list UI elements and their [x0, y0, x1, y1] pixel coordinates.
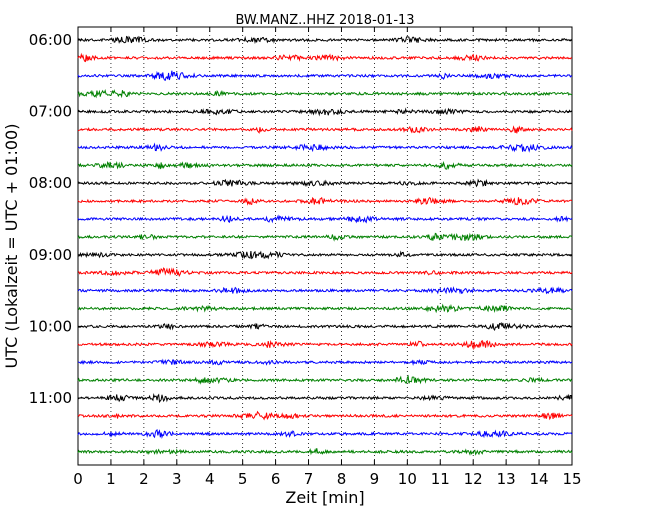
seismic-trace-row: [77, 267, 573, 277]
seismic-trace-row: [77, 89, 573, 99]
seismic-trace-row: [77, 35, 573, 45]
seismic-trace-row: [77, 52, 573, 63]
x-axis-label: Zeit [min]: [285, 488, 364, 507]
plot-area-frame: [77, 26, 573, 466]
x-tick-label: 15: [562, 470, 581, 488]
seismic-trace-row: [77, 232, 573, 242]
seismic-trace-row: [77, 178, 573, 188]
x-tick-label: 2: [139, 470, 149, 488]
seismic-trace-row: [77, 392, 573, 404]
y-tick-label: 09:00: [29, 246, 72, 264]
x-tick-label: 1: [106, 470, 116, 488]
seismic-trace-row: [77, 107, 573, 117]
seismic-trace-row: [77, 214, 573, 224]
y-tick-label: 10:00: [29, 317, 72, 335]
x-tick-label: 5: [238, 470, 248, 488]
y-tick-label: 06:00: [29, 31, 72, 49]
y-axis-ticks: 06:00 07:00 08:00 09:00 10:00 11:00: [29, 31, 572, 407]
x-tick-label: 8: [337, 470, 347, 488]
seismic-trace-row: [77, 196, 573, 206]
seismic-trace-row: [77, 410, 573, 421]
seismic-trace-row: [77, 448, 573, 456]
y-tick-label: 11:00: [29, 389, 72, 407]
x-tick-label: 0: [73, 470, 83, 488]
seismic-trace-row: [77, 160, 573, 170]
x-tick-label: 12: [464, 470, 483, 488]
y-tick-label: 08:00: [29, 174, 72, 192]
seismic-traces: [77, 35, 573, 456]
x-tick-label: 6: [271, 470, 281, 488]
seismic-trace-row: [77, 374, 573, 385]
x-tick-label: 7: [304, 470, 314, 488]
seismic-trace-row: [77, 250, 573, 260]
x-tick-label: 9: [370, 470, 380, 488]
seismic-trace-row: [77, 303, 573, 314]
y-tick-label: 07:00: [29, 103, 72, 121]
x-axis-ticks: 0 1 2 3 4 5 6 7 8 9 10 11 12 13 14 15: [73, 27, 582, 488]
seismic-trace-row: [77, 142, 573, 153]
seismic-trace-row: [77, 70, 573, 81]
seismic-trace-row: [77, 125, 573, 134]
seismic-trace-row: [77, 322, 573, 331]
seismic-trace-row: [77, 358, 573, 366]
x-tick-label: 4: [205, 470, 215, 488]
x-tick-label: 14: [530, 470, 549, 488]
x-tick-label: 10: [398, 470, 417, 488]
seismic-trace-row: [77, 429, 573, 440]
x-tick-label: 13: [497, 470, 516, 488]
seismic-trace-row: [77, 286, 573, 295]
x-tick-label: 11: [431, 470, 450, 488]
seismic-trace-row: [77, 339, 573, 351]
chart-title: BW.MANZ..HHZ 2018-01-13: [235, 13, 414, 28]
y-axis-label: UTC (Lokalzeit = UTC + 01:00): [2, 124, 21, 369]
x-tick-label: 3: [172, 470, 182, 488]
